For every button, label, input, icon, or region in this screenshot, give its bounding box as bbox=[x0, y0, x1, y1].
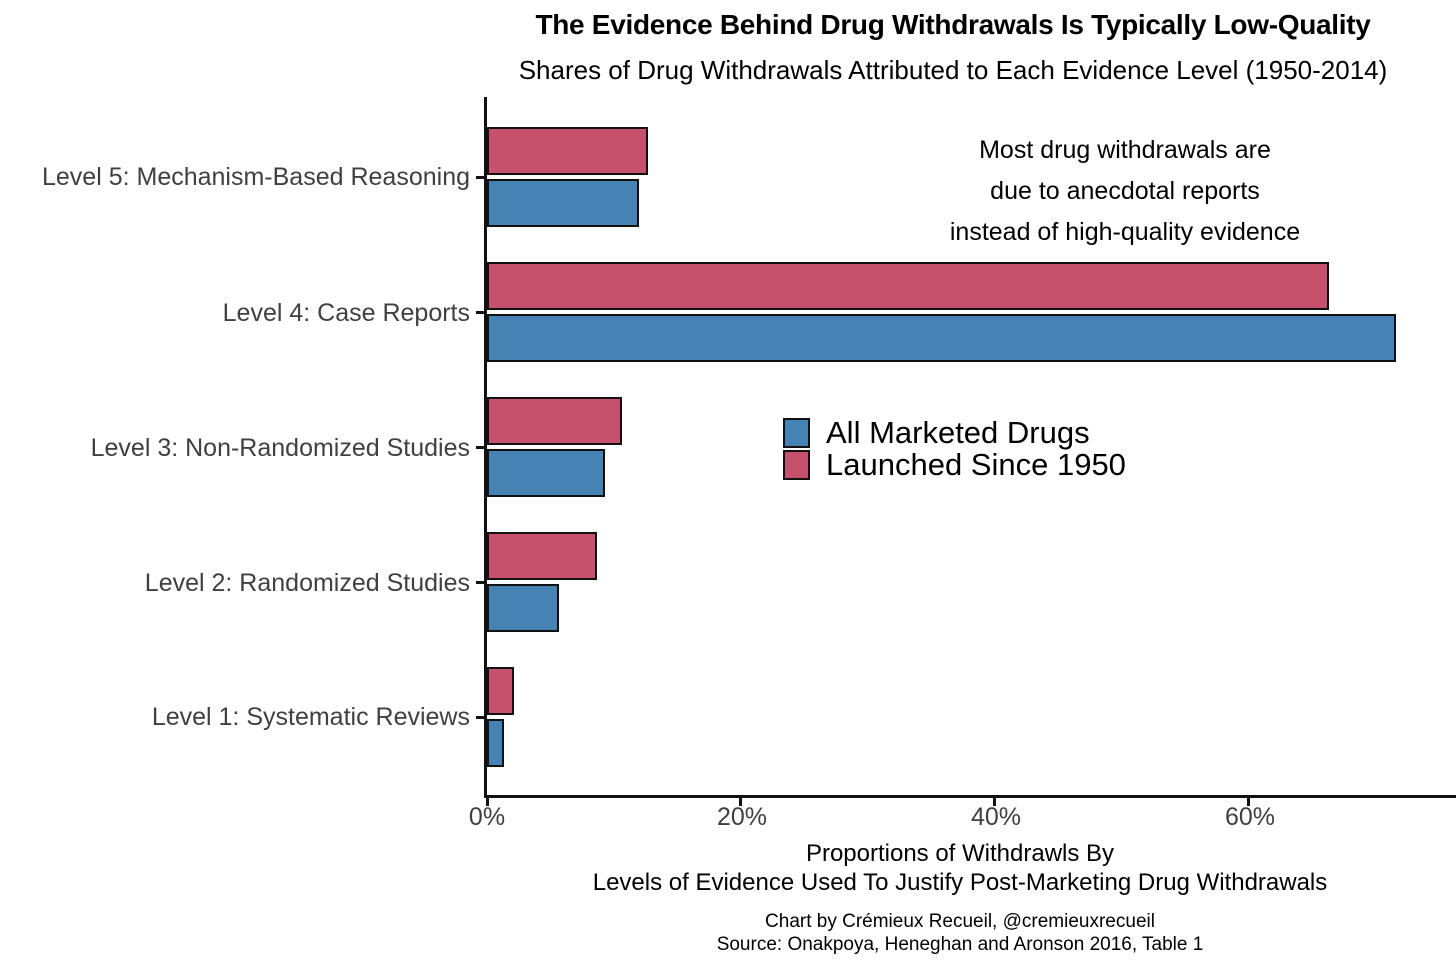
bar-all-marketed-drugs-cat4 bbox=[487, 314, 1397, 362]
footer: Chart by Crémieux Recueil, @cremieuxrecu… bbox=[460, 910, 1456, 956]
bar-launched-since-1950-cat2 bbox=[487, 532, 598, 580]
x-tick-label-60: 60% bbox=[1224, 803, 1276, 831]
category-label-level-3: Level 3: Non-Randomized Studies bbox=[90, 434, 470, 462]
legend-swatch-red bbox=[783, 449, 810, 480]
chart-subtitle: Shares of Drug Withdrawals Attributed to… bbox=[518, 55, 1388, 85]
legend: All Marketed Drugs Launched Since 1950 bbox=[783, 417, 1126, 480]
x-tick-label-20: 20% bbox=[716, 803, 768, 831]
footer-credit: Chart by Crémieux Recueil, @cremieuxrecu… bbox=[765, 911, 1155, 932]
category-label-level-2: Level 2: Randomized Studies bbox=[144, 569, 470, 597]
footer-source: Source: Onakpoya, Heneghan and Aronson 2… bbox=[716, 934, 1204, 955]
y-tick-mark bbox=[476, 311, 484, 314]
legend-item-all-marketed-drugs: All Marketed Drugs bbox=[783, 417, 1126, 448]
x-axis-label-line-2: Levels of Evidence Used To Justify Post-… bbox=[592, 869, 1328, 896]
legend-item-launched-since-1950: Launched Since 1950 bbox=[783, 449, 1126, 480]
legend-label-launched-since-1950: Launched Since 1950 bbox=[826, 447, 1126, 482]
x-tick-label-0: 0% bbox=[468, 803, 506, 831]
bar-all-marketed-drugs-cat5 bbox=[487, 179, 640, 227]
bar-all-marketed-drugs-cat3 bbox=[487, 449, 606, 497]
y-tick-mark bbox=[476, 176, 484, 179]
x-tick-mark bbox=[1247, 798, 1251, 806]
x-axis-label-line-1: Proportions of Withdrawls By bbox=[805, 840, 1115, 867]
y-tick-mark bbox=[476, 581, 484, 584]
annotation-text: Most drug withdrawals are due to anecdot… bbox=[850, 130, 1400, 253]
bar-launched-since-1950-cat4 bbox=[487, 262, 1329, 310]
y-tick-mark bbox=[476, 446, 484, 449]
category-label-level-5: Level 5: Mechanism-Based Reasoning bbox=[41, 163, 470, 191]
x-tick-label-40: 40% bbox=[970, 803, 1022, 831]
x-tick-mark bbox=[739, 798, 743, 806]
bar-launched-since-1950-cat1 bbox=[487, 667, 514, 715]
bar-launched-since-1950-cat3 bbox=[487, 397, 622, 445]
legend-label-all-marketed-drugs: All Marketed Drugs bbox=[826, 415, 1090, 450]
chart-title: The Evidence Behind Drug Withdrawals Is … bbox=[535, 9, 1371, 40]
legend-swatch-blue bbox=[783, 417, 810, 448]
annotation-line-2: due to anecdotal reports bbox=[990, 177, 1260, 205]
x-tick-mark bbox=[485, 798, 489, 806]
bar-all-marketed-drugs-cat2 bbox=[487, 584, 560, 632]
annotation-line-1: Most drug withdrawals are bbox=[979, 136, 1271, 164]
bar-launched-since-1950-cat5 bbox=[487, 127, 649, 175]
category-label-level-4: Level 4: Case Reports bbox=[222, 299, 470, 327]
category-label-level-1: Level 1: Systematic Reviews bbox=[151, 703, 470, 731]
y-tick-mark bbox=[476, 716, 484, 719]
annotation-line-3: instead of high-quality evidence bbox=[949, 218, 1301, 246]
x-axis-label: Proportions of Withdrawls By Levels of E… bbox=[460, 839, 1456, 897]
x-tick-mark bbox=[993, 798, 997, 806]
plot-area bbox=[476, 97, 1456, 806]
bar-all-marketed-drugs-cat1 bbox=[487, 719, 504, 767]
